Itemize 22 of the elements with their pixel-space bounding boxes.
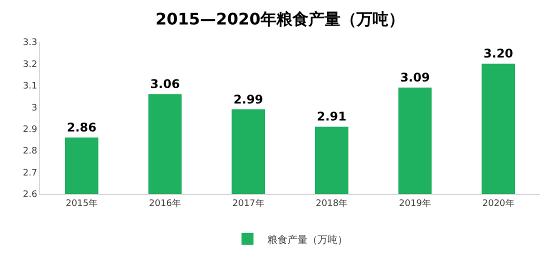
data-label: 2.99: [234, 92, 264, 106]
x-tick-label: 2017年: [232, 198, 264, 209]
data-label: 3.09: [400, 70, 430, 85]
legend-label: 粮食产量（万吨）: [268, 234, 348, 246]
data-label: 2.91: [316, 110, 346, 124]
x-tick-label: 2016年: [149, 198, 181, 209]
chart-title: 2015—2020年粮食产量（万吨）: [155, 10, 405, 28]
data-label: 3.06: [150, 77, 180, 92]
y-tick-label: 2.7: [22, 168, 38, 178]
x-tick-label: 2015年: [66, 198, 98, 209]
y-tick-label: 2.8: [22, 146, 38, 157]
y-tick-label: 2.9: [22, 125, 38, 136]
y-tick-label: 3.2: [22, 60, 38, 70]
y-tick-label: 3: [31, 103, 38, 114]
x-tick-label: 2018年: [316, 198, 348, 209]
x-tick-label: 2019年: [399, 198, 431, 209]
data-label: 2.86: [66, 120, 96, 135]
data-label: 3.20: [484, 46, 514, 61]
y-tick-label: 2.6: [22, 190, 38, 200]
y-tick-label: 3.1: [22, 82, 38, 92]
y-tick-label: 3.3: [22, 38, 38, 48]
x-tick-label: 2020年: [482, 198, 514, 209]
